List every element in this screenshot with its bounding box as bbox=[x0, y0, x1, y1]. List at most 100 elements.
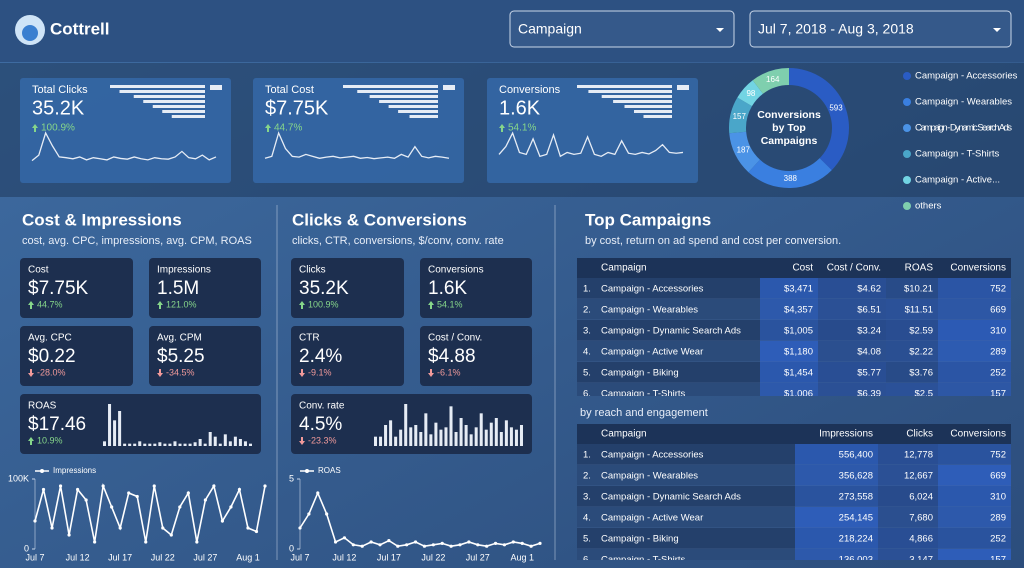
data-point bbox=[127, 491, 131, 495]
data-point bbox=[41, 487, 46, 492]
table-cell: 5. bbox=[583, 368, 591, 379]
table: Campaign Impressions Clicks Conversions 1. Ca… bbox=[577, 424, 1011, 566]
cell-highlight bbox=[878, 486, 938, 507]
mini-bar bbox=[404, 404, 408, 446]
campaign-dropdown[interactable] bbox=[509, 10, 735, 48]
table-cell: $4.08 bbox=[857, 347, 881, 358]
y-tick-label: 5 bbox=[289, 473, 294, 483]
data-point bbox=[369, 540, 373, 544]
x-tick-label: Jul 22 bbox=[151, 552, 175, 562]
metric-card bbox=[149, 258, 261, 318]
mini-bar bbox=[464, 425, 468, 446]
donut-label: 388 bbox=[784, 174, 798, 183]
date-dropdown-text[interactable]: Jul 7, 2018 - Aug 3, 2018 bbox=[758, 21, 914, 37]
trend-arrow bbox=[428, 301, 434, 309]
data-point bbox=[203, 498, 207, 502]
table-cell: Campaign - Biking bbox=[601, 534, 679, 545]
donut-segment bbox=[748, 158, 832, 189]
data-point bbox=[342, 536, 347, 540]
mini-bar bbox=[479, 413, 483, 446]
cell-highlight bbox=[760, 383, 818, 396]
mini-bar bbox=[213, 436, 217, 446]
metric-card bbox=[20, 258, 133, 318]
column-header: Impressions bbox=[819, 429, 873, 440]
table-cell: 310 bbox=[990, 492, 1006, 503]
table-cell: $1,006 bbox=[784, 389, 813, 400]
date-dropdown[interactable] bbox=[749, 10, 1012, 48]
data-point bbox=[378, 543, 382, 547]
data-point bbox=[431, 543, 435, 547]
metric-label: Conv. rate bbox=[299, 401, 345, 412]
mini-bar bbox=[233, 436, 237, 446]
table-cell: $3,471 bbox=[784, 284, 813, 295]
data-point bbox=[246, 526, 250, 530]
data-point bbox=[396, 544, 400, 548]
table-cell: 252 bbox=[990, 368, 1006, 379]
data-point bbox=[467, 540, 471, 544]
mini-bar bbox=[469, 434, 473, 446]
section-subtitle: by cost, return on ad spend and cost per… bbox=[585, 235, 841, 247]
table-cell: 273,558 bbox=[839, 492, 873, 503]
legend-swatch bbox=[903, 150, 911, 158]
table-cell: 157 bbox=[990, 389, 1006, 400]
data-point bbox=[161, 526, 165, 530]
y-tick-label: 0 bbox=[24, 543, 29, 553]
cell-highlight bbox=[886, 383, 938, 396]
metric-label: ROAS bbox=[28, 401, 57, 412]
x-tick-label: Aug 1 bbox=[236, 552, 260, 562]
kpi-bar bbox=[357, 90, 438, 93]
mini-bar bbox=[414, 425, 418, 446]
mini-bar bbox=[484, 429, 488, 446]
data-point bbox=[118, 526, 122, 530]
data-point bbox=[307, 512, 311, 516]
kpi-bar-key bbox=[210, 85, 222, 90]
table-cell: 252 bbox=[990, 534, 1006, 545]
change: -28.0% bbox=[37, 367, 66, 377]
kpi-card bbox=[20, 78, 231, 183]
mini-bar bbox=[384, 425, 388, 446]
cell-highlight bbox=[818, 278, 886, 299]
mini-bar bbox=[123, 443, 127, 446]
brand: Cottrell bbox=[50, 19, 110, 38]
table-cell: 4. bbox=[583, 513, 591, 524]
table-cell: 157 bbox=[990, 555, 1006, 566]
change: -34.5% bbox=[166, 367, 195, 377]
legend-label: Campaign - Dynamic Search Ads bbox=[915, 123, 1012, 134]
table-cell: 4,866 bbox=[909, 534, 933, 545]
legend-swatch bbox=[903, 72, 911, 80]
cell-highlight bbox=[886, 299, 938, 320]
legend-swatch bbox=[903, 124, 911, 132]
trend-arrow bbox=[157, 369, 163, 377]
change: 100.9% bbox=[41, 123, 75, 134]
metric-card bbox=[291, 326, 404, 386]
cell-highlight bbox=[938, 278, 1011, 299]
table-cell: Campaign - Wearables bbox=[601, 305, 698, 316]
section-title: Cost & Impressions bbox=[22, 210, 182, 229]
donut-title: by Top bbox=[772, 122, 806, 134]
metric-label: Avg. CPC bbox=[28, 333, 72, 344]
table-cell: 1. bbox=[583, 284, 591, 295]
trend-arrow bbox=[265, 124, 271, 132]
cell-highlight bbox=[818, 362, 886, 383]
mini-bar bbox=[429, 434, 433, 446]
mini-bar bbox=[188, 443, 192, 446]
kpi-bar bbox=[588, 90, 672, 93]
kpi-bar bbox=[398, 110, 438, 113]
donut-label: 157 bbox=[733, 112, 747, 121]
metric-value: 2.4% bbox=[299, 346, 342, 367]
kpi-bar bbox=[152, 105, 205, 108]
cell-highlight bbox=[938, 444, 1011, 465]
table-cell: 289 bbox=[990, 347, 1006, 358]
data-point bbox=[75, 487, 80, 492]
change: 121.0% bbox=[166, 299, 197, 309]
table-cell: 3. bbox=[583, 492, 591, 503]
x-tick-label: Jul 7 bbox=[290, 552, 309, 562]
mini-bar bbox=[394, 436, 398, 446]
campaign-dropdown-text[interactable]: Campaign bbox=[518, 21, 582, 37]
change: 10.9% bbox=[37, 435, 63, 445]
mini-bar bbox=[223, 434, 227, 446]
cell-highlight bbox=[818, 383, 886, 396]
table-cell: $5.77 bbox=[857, 368, 881, 379]
mini-bar bbox=[143, 443, 147, 446]
table-cell: $1,005 bbox=[784, 326, 813, 337]
